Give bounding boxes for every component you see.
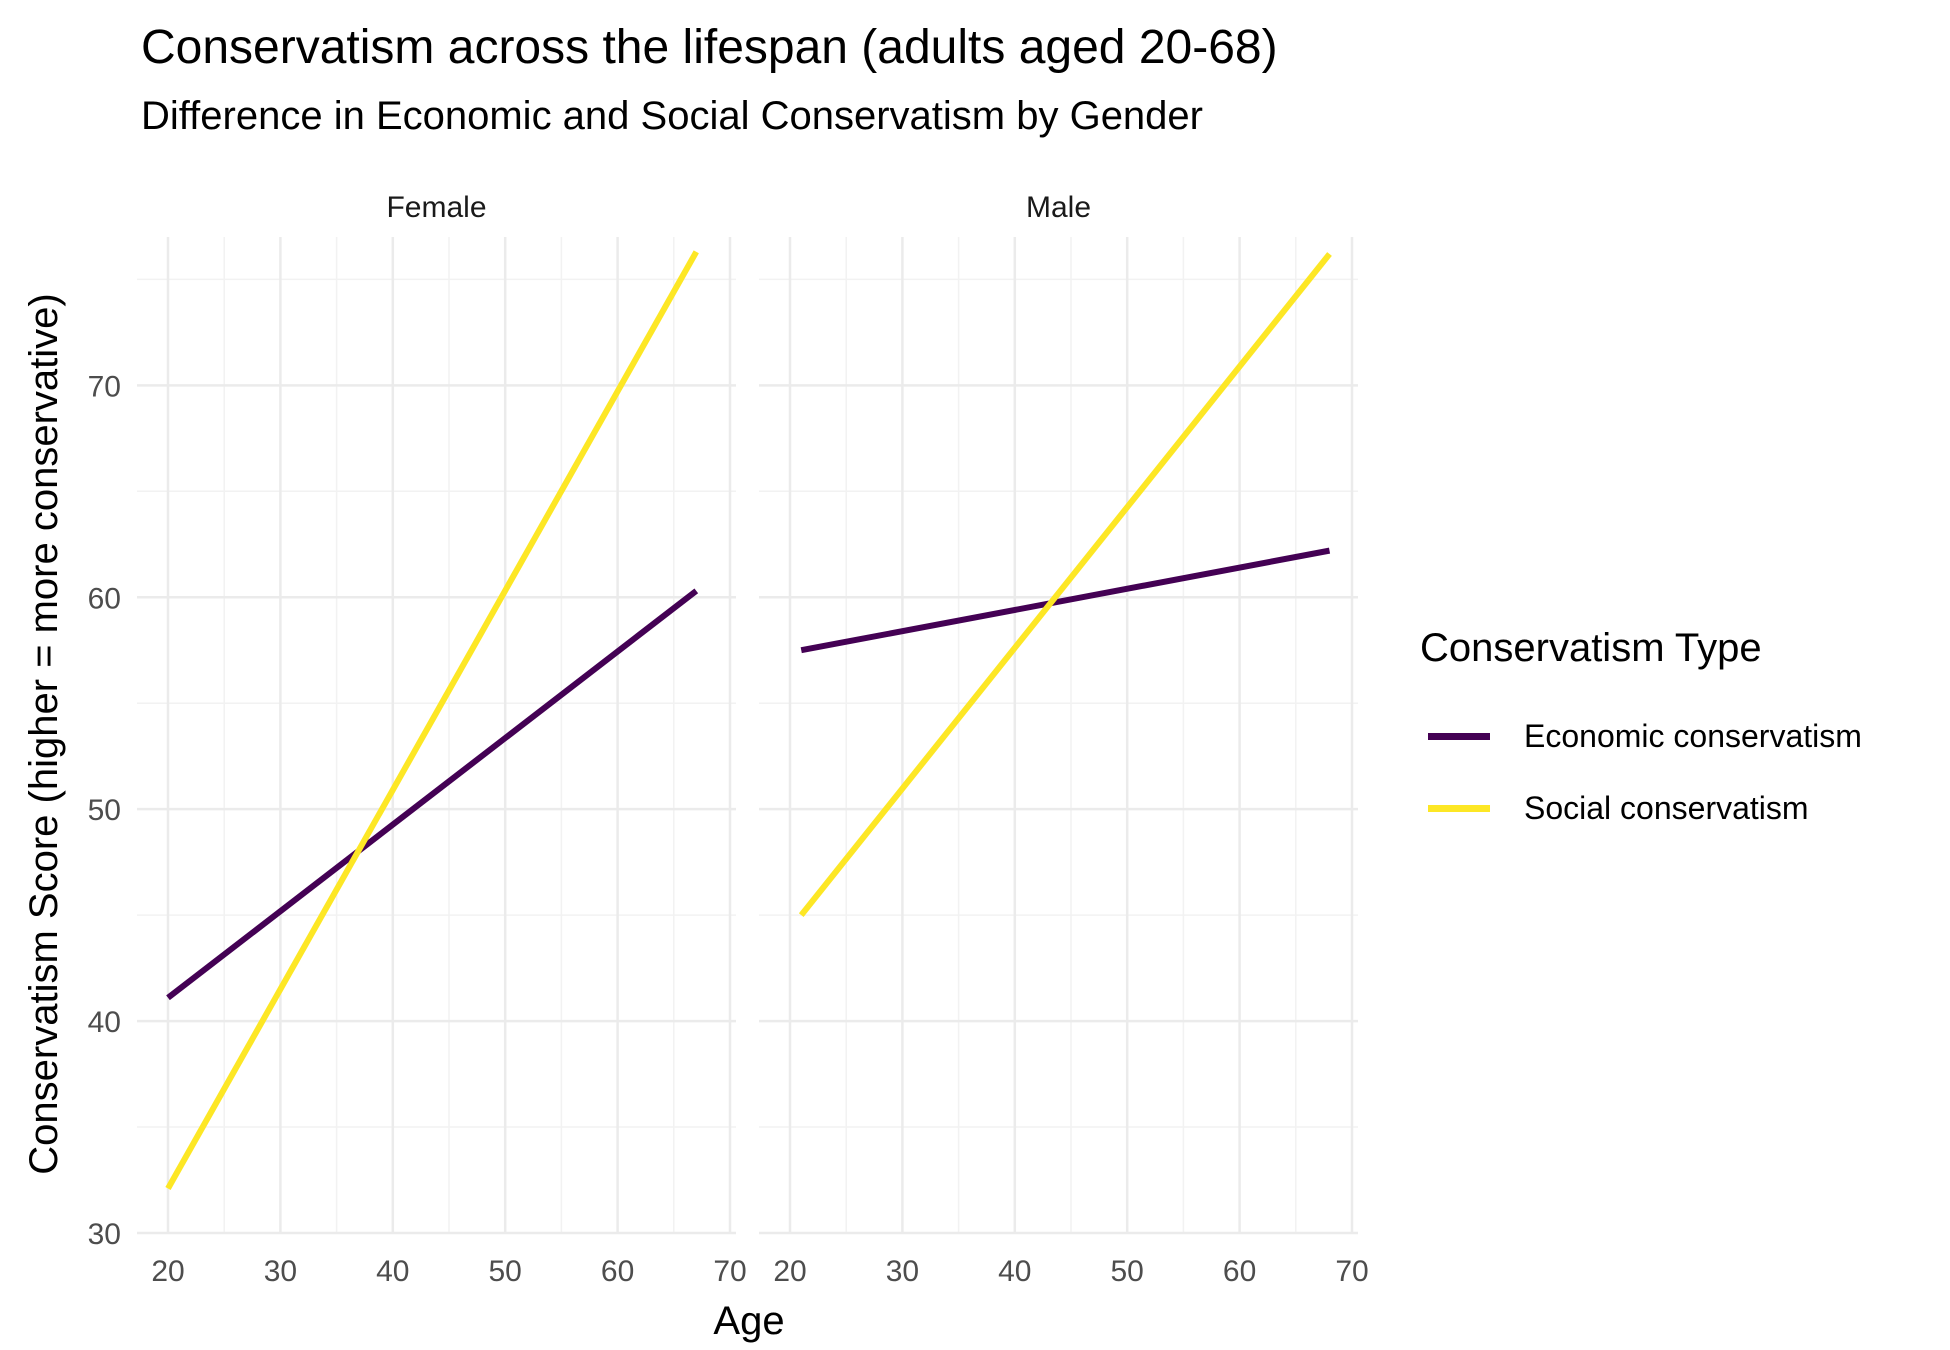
y-tick-label: 60	[88, 582, 121, 615]
x-axis-label: Age	[713, 1299, 784, 1343]
legend: Conservatism Type Economic conservatism …	[1420, 622, 1862, 844]
facet-label-female: Female	[386, 191, 486, 224]
x-tick-label: 40	[376, 1255, 409, 1288]
series-line-social-conservatism	[165, 250, 699, 1190]
x-tick-label: 40	[998, 1255, 1031, 1288]
x-tick-label: 70	[1335, 1255, 1368, 1288]
legend-key-economic	[1428, 732, 1490, 740]
x-tick-label: 20	[151, 1255, 184, 1288]
legend-label-economic: Economic conservatism	[1524, 717, 1862, 754]
y-tick-label: 70	[88, 370, 121, 403]
x-tick-label: 50	[489, 1255, 522, 1288]
series-line-economic-conservatism	[166, 588, 699, 1001]
series-line-social-conservatism	[798, 252, 1332, 918]
legend-key-social	[1428, 804, 1490, 812]
panel-male: Male 20 30 40 50 60 70	[759, 191, 1369, 1288]
legend-item-social: Social conservatism	[1420, 772, 1862, 844]
legend-title: Conservatism Type	[1420, 626, 1762, 670]
x-tick-label: 30	[264, 1255, 297, 1288]
legend-item-economic: Economic conservatism	[1420, 700, 1862, 772]
x-tick-label: 60	[601, 1255, 634, 1288]
x-tick-label: 20	[773, 1255, 806, 1288]
series-line-economic-conservatism	[800, 547, 1331, 654]
y-tick-label: 40	[88, 1006, 121, 1039]
y-tick-label: 50	[88, 794, 121, 827]
y-axis-label: Conservatism Score (higher = more conser…	[22, 293, 66, 1174]
panel-female: Female 20 30 40 50 60 70 30 40 50 60 70	[88, 191, 747, 1288]
x-tick-label: 30	[886, 1255, 919, 1288]
chart-title: Conservatism across the lifespan (adults…	[141, 21, 1278, 74]
y-tick-label: 30	[88, 1218, 121, 1251]
chart-subtitle: Difference in Economic and Social Conser…	[141, 94, 1203, 138]
x-tick-label: 60	[1223, 1255, 1256, 1288]
x-tick-label: 50	[1111, 1255, 1144, 1288]
facet-label-male: Male	[1026, 191, 1091, 224]
x-tick-label: 70	[713, 1255, 746, 1288]
legend-label-social: Social conservatism	[1524, 789, 1809, 826]
